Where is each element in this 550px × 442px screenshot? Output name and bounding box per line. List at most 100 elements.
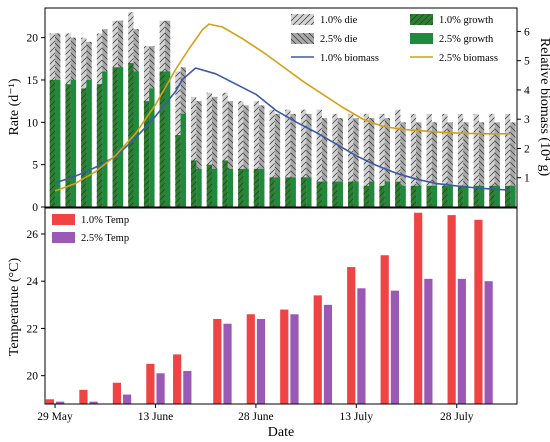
bar-growth-10-hatch — [442, 185, 448, 207]
bar-growth-10-hatch — [316, 181, 322, 207]
y2-tick-label: 6 — [524, 26, 530, 38]
legend-label-biomass-10: 1.0% biomass — [320, 53, 379, 64]
bar-die-25-hatch — [274, 113, 281, 207]
bar-die-10-hatch — [489, 113, 495, 207]
top-right-y-ticks: 1 2 3 4 5 6 — [517, 26, 530, 185]
bar-growth-10-hatch — [143, 101, 150, 207]
biomass-line-25 — [54, 23, 511, 192]
top-legend: 1.0% die 2.5% die 1.0% biomass 1.0% grow… — [291, 14, 498, 64]
bar-temp-10 — [112, 382, 121, 404]
bar-temp-10 — [280, 309, 289, 404]
top-left-y-ticks: 0 5 10 15 20 — [27, 33, 45, 214]
bar-growth-25 — [196, 168, 202, 207]
bar-die-10-hatch — [410, 113, 417, 207]
bar-die-25-hatch — [400, 122, 406, 207]
bar-growth-25 — [337, 181, 343, 207]
bar-die-25-hatch — [384, 118, 391, 207]
bar-growth-10-hatch — [222, 160, 228, 207]
bar-growth-10-hatch — [175, 135, 181, 207]
bar-temp-25 — [484, 281, 493, 404]
bar-growth-10-hatch — [363, 185, 370, 207]
top-bars — [49, 12, 516, 207]
bar-growth-25 — [431, 185, 438, 207]
bar-growth-10-hatch — [395, 181, 401, 207]
bar-die-10-hatch — [442, 113, 448, 207]
bar-die-10-hatch — [426, 113, 432, 207]
bar-die-10-hatch — [332, 113, 338, 207]
bar-growth-10-hatch — [505, 185, 511, 207]
bar-growth-25 — [306, 177, 312, 207]
y2-tick-label: 3 — [524, 114, 530, 126]
bar-growth-25 — [274, 177, 281, 207]
bar-growth-25 — [212, 168, 218, 207]
bar-growth-10-hatch — [206, 164, 213, 207]
y-tick-label: 10 — [27, 117, 39, 129]
bar-die-10-hatch — [206, 92, 213, 207]
bar-temp-25 — [424, 278, 433, 404]
bar-die-10-hatch — [253, 101, 260, 207]
bar-die-10-hatch — [285, 109, 291, 207]
bar-temp-25 — [223, 323, 232, 404]
bar-die-10-hatch — [457, 113, 464, 207]
bar-growth-25 — [86, 79, 92, 207]
bar-die-25-hatch — [259, 105, 265, 207]
bar-temp-25 — [457, 278, 466, 404]
bar-die-10-hatch — [316, 109, 322, 207]
bar-growth-10-hatch — [285, 177, 291, 207]
bar-growth-25 — [290, 177, 296, 207]
bottom-y-axis-label: Temperatrue (°C) — [7, 258, 22, 357]
bar-growth-10-hatch — [65, 84, 71, 207]
bar-temp-25 — [56, 401, 65, 404]
y-tick-label: 0 — [32, 202, 38, 214]
bar-temp-10 — [347, 267, 356, 404]
bar-growth-10-hatch — [379, 185, 385, 207]
y-tick-label: 5 — [32, 160, 38, 172]
legend-swatch-growth-10-hatch — [410, 14, 433, 25]
legend-swatch-die-10-hatch — [291, 14, 314, 25]
bar-growth-10-hatch — [426, 185, 432, 207]
legend-label-die-10: 1.0% die — [320, 15, 358, 26]
x-tick-label: 29 May — [37, 411, 73, 423]
bar-growth-10-hatch — [238, 168, 244, 207]
bar-die-25-hatch — [321, 118, 328, 207]
bar-growth-25 — [227, 168, 234, 207]
bar-growth-10-hatch — [300, 177, 307, 207]
bar-temp-25 — [256, 318, 266, 404]
bar-temp-25 — [156, 373, 165, 404]
bottom-bars — [45, 212, 493, 404]
bar-die-25-hatch — [212, 96, 218, 207]
bar-temp-10 — [173, 354, 182, 404]
bar-die-10-hatch — [269, 109, 275, 207]
top-plot-frame — [44, 7, 518, 208]
bar-die-25-hatch — [243, 105, 249, 207]
y2-tick-label: 4 — [524, 85, 530, 97]
bar-growth-25 — [400, 185, 406, 207]
bar-die-25-hatch — [306, 113, 312, 207]
legend-label-die-25: 2.5% die — [320, 34, 358, 45]
legend-label-biomass-25: 2.5% biomass — [439, 53, 498, 64]
legend-swatch-temp-25 — [52, 232, 75, 243]
bar-die-10-hatch — [238, 101, 244, 207]
bar-growth-25 — [243, 168, 249, 207]
y-tick-label: 15 — [27, 75, 39, 87]
x-tick-label: 13 July — [340, 411, 374, 423]
top-y-axis-label: Rate (d⁻¹) — [7, 78, 22, 135]
bar-die-10-hatch — [379, 113, 385, 207]
legend-swatch-temp-10 — [52, 214, 75, 225]
y2-tick-label: 5 — [524, 56, 530, 68]
bar-growth-25 — [70, 79, 77, 207]
bar-growth-10-hatch — [348, 181, 354, 207]
bar-temp-25 — [89, 401, 98, 404]
bar-die-25-hatch — [196, 101, 202, 207]
x-tick-label: 28 July — [440, 411, 474, 423]
bar-die-25-hatch — [290, 113, 296, 207]
bar-growth-10-hatch — [457, 185, 464, 207]
x-tick-label: 13 June — [138, 411, 173, 423]
legend-swatch-die-25-hatch — [291, 33, 314, 44]
bar-growth-10-hatch — [49, 79, 56, 207]
bar-growth-25 — [164, 71, 171, 207]
bar-die-10-hatch — [395, 109, 401, 207]
bar-temp-10 — [313, 295, 322, 404]
legend-swatch-growth-25 — [410, 33, 433, 44]
bar-temp-25 — [390, 290, 399, 404]
